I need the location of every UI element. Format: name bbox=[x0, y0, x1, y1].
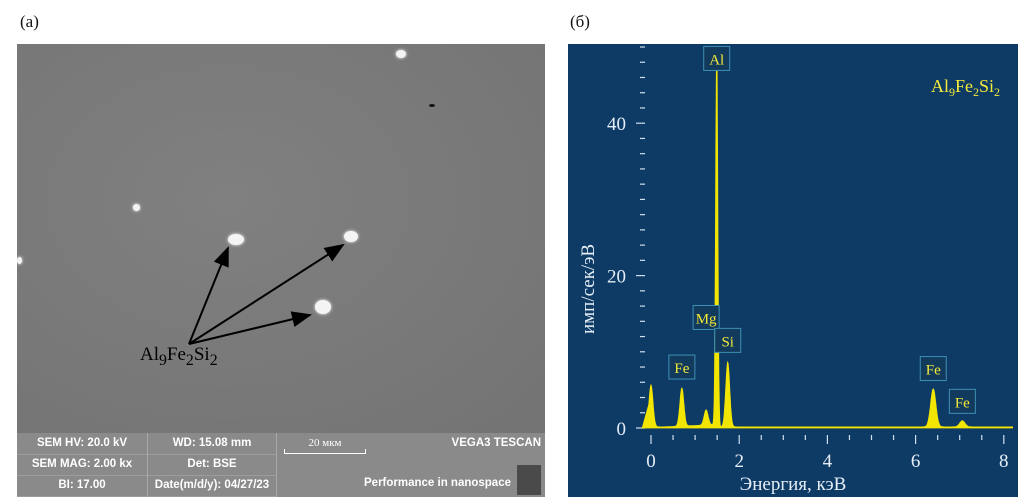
spectrum-curve bbox=[641, 45, 1014, 429]
peak-label-box bbox=[714, 327, 742, 353]
annotation-arrows bbox=[188, 243, 345, 345]
info-det: Det: BSE bbox=[148, 454, 277, 476]
scale-bar bbox=[284, 449, 366, 454]
x-axis-label: Энергия, кэВ bbox=[740, 474, 847, 495]
y-tick-label: 20 bbox=[607, 267, 626, 288]
peak-label: Fe bbox=[955, 395, 970, 411]
peak-label-box bbox=[692, 305, 720, 331]
info-mag: SEM MAG: 2.00 kx bbox=[17, 454, 148, 476]
peak-label-box bbox=[948, 388, 976, 414]
chart-title: Al9Fe2Si2 bbox=[931, 76, 1000, 99]
info-wd: WD: 15.08 mm bbox=[148, 433, 277, 455]
x-tick-label: 2 bbox=[734, 451, 744, 472]
x-tick-label: 0 bbox=[646, 451, 656, 472]
sem-image: Al9Fe2Si2 SEM HV: 20.0 kV WD: 15.08 mm S… bbox=[17, 44, 545, 497]
peak-label-box bbox=[668, 354, 696, 380]
peak-label-box bbox=[703, 45, 731, 71]
peak-label: Fe bbox=[674, 361, 689, 377]
info-hv: SEM HV: 20.0 kV bbox=[17, 433, 148, 455]
peak-label: Si bbox=[721, 334, 734, 350]
brand: VEGA3 TESCAN bbox=[451, 437, 541, 449]
x-tick-label: 6 bbox=[911, 451, 921, 472]
peak-label: Al bbox=[709, 52, 724, 68]
peak-label: Mg bbox=[696, 312, 717, 328]
scale-bar-label: 20 мкм bbox=[308, 437, 342, 449]
tescan-logo bbox=[517, 465, 541, 495]
x-tick-label: 4 bbox=[823, 451, 833, 472]
panel-b-label: (б) bbox=[570, 12, 590, 31]
y-tick-label: 40 bbox=[607, 114, 626, 135]
panel-a-label: (a) bbox=[20, 12, 39, 31]
phase-annotation: Al9Fe2Si2 bbox=[140, 344, 218, 369]
eds-spectrum: 0 20 40 0 2 4 6 8 Энергия, кэВ имп/сек/эВ Fe Mg Al Si… bbox=[568, 44, 1018, 497]
peak-label: Fe bbox=[926, 363, 941, 379]
x-tick-label: 8 bbox=[999, 451, 1009, 472]
info-bi: BI: 17.00 bbox=[17, 475, 148, 497]
sem-info-bar: SEM HV: 20.0 kV WD: 15.08 mm SEM MAG: 2.… bbox=[17, 433, 545, 497]
y-tick-label: 0 bbox=[617, 419, 627, 440]
peak-label-box bbox=[919, 356, 947, 382]
info-date: Date(m/d/y): 04/27/23 bbox=[148, 475, 277, 497]
y-axis-label: имп/сек/эВ bbox=[578, 244, 599, 334]
slogan: Performance in nanospace bbox=[364, 477, 511, 489]
